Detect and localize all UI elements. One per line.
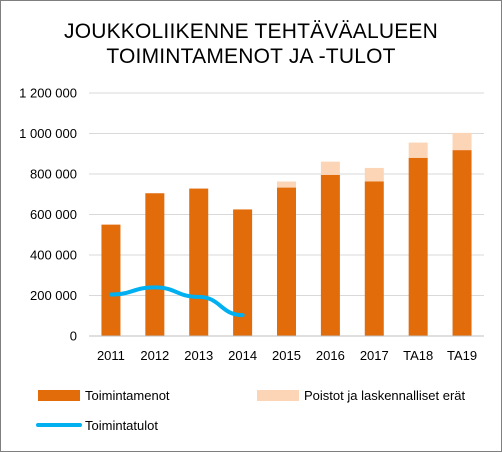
bar-toimintamenot [364, 181, 384, 336]
line-series [108, 285, 245, 318]
legend-toimintatulot-label: Toimintatulot [85, 418, 158, 433]
bar-poistot [364, 167, 384, 182]
x-tick-label: 2012 [140, 348, 169, 363]
x-tick-label: 2013 [184, 348, 213, 363]
x-tick-label: 2014 [228, 348, 257, 363]
legend-toimintamenot-label: Toimintamenot [85, 388, 170, 403]
legend-poistot-swatch [257, 390, 299, 401]
legend-toimintamenot-swatch [38, 390, 80, 401]
legend: Toimintamenot Poistot ja laskennalliset e… [36, 388, 466, 433]
bar-toimintamenot [320, 174, 340, 336]
bar-poistot [320, 161, 340, 175]
bar-toimintamenot [145, 193, 165, 336]
y-tick-label: 1 000 000 [19, 126, 77, 141]
y-tick-label: 0 [70, 329, 77, 344]
bar-toimintamenot [189, 188, 209, 336]
bar-toimintamenot [452, 150, 472, 336]
chart-title-line-1: JOUKKOLIIKENNE TEHTÄVÄALUEEN [64, 20, 438, 43]
y-tick-label: 400 000 [30, 248, 77, 263]
bar-poistot [408, 142, 428, 158]
bars [101, 132, 472, 336]
x-tick-label: 2016 [316, 348, 345, 363]
y-tick-label: 1 200 000 [19, 86, 77, 101]
x-tick-label: 2017 [360, 348, 389, 363]
x-tick-label: 2015 [272, 348, 301, 363]
legend-poistot-label: Poistot ja laskennalliset erät [304, 388, 466, 403]
bar-toimintamenot [101, 224, 121, 336]
line-toimintatulot [108, 285, 245, 318]
bar-poistot [277, 181, 296, 188]
bar-poistot [452, 132, 472, 151]
chart-title-line-2: TOIMINTAMENOT JA -TULOT [106, 45, 396, 68]
bar-toimintamenot [408, 157, 428, 336]
chart-title: JOUKKOLIIKENNE TEHTÄVÄALUEEN TOIMINTAMEN… [1, 19, 501, 69]
y-tick-label: 200 000 [30, 288, 77, 303]
y-tick-label: 600 000 [30, 207, 77, 222]
x-tick-label: 2011 [97, 348, 125, 363]
bar-toimintamenot [277, 187, 296, 336]
x-tick-label: TA19 [447, 348, 477, 363]
y-tick-label: 800 000 [30, 167, 77, 182]
axes: 0 200 000 400 000 600 000 800 000 1 000 000 1 … [19, 86, 484, 363]
x-tick-label: TA18 [403, 348, 433, 363]
bar-toimintamenot [233, 209, 253, 336]
